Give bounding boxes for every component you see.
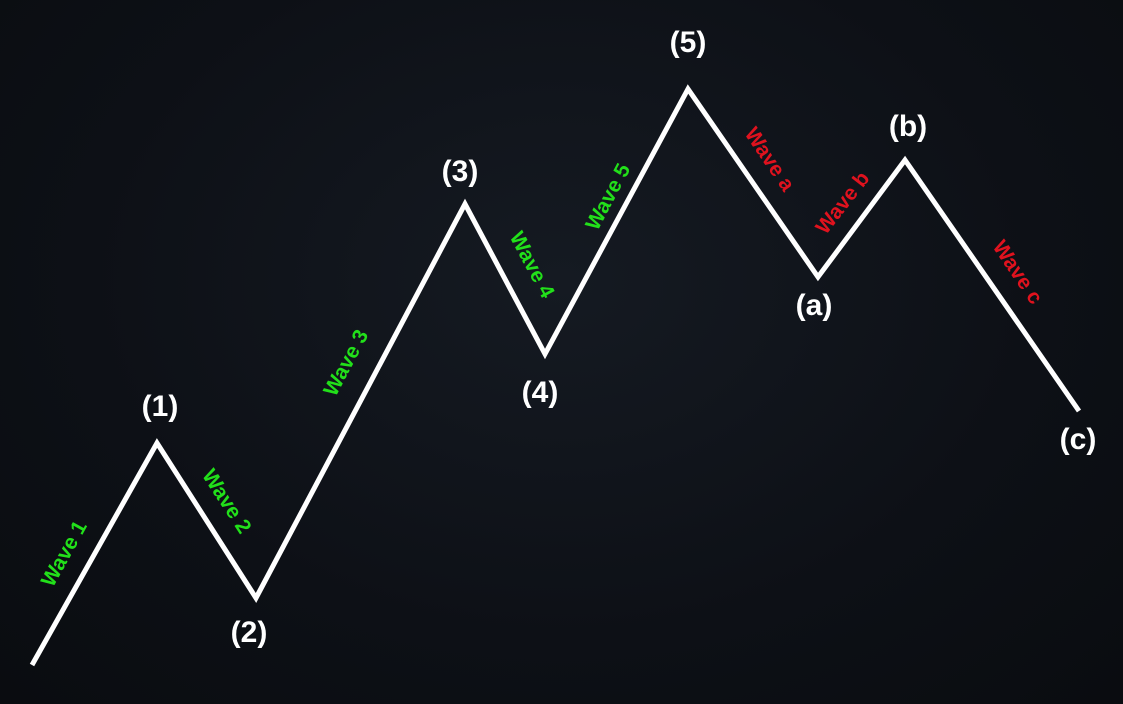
wave-label-a: Wave a xyxy=(740,123,799,195)
point-label-1: (1) xyxy=(142,390,179,423)
wave-path xyxy=(29,84,1082,667)
point-label-5: (5) xyxy=(670,26,707,59)
point-label-2: (2) xyxy=(231,616,268,649)
point-label-c: (c) xyxy=(1060,423,1097,456)
point-label-3: (3) xyxy=(442,155,479,188)
point-label-a: (a) xyxy=(796,289,833,322)
wave-label-b: Wave b xyxy=(811,167,874,238)
wave-label-2: Wave 2 xyxy=(197,465,255,538)
wave-label-c: Wave c xyxy=(988,236,1047,308)
point-label-4: (4) xyxy=(522,376,559,409)
point-label-b: (b) xyxy=(889,110,927,143)
wave-label-1: Wave 1 xyxy=(37,517,92,591)
